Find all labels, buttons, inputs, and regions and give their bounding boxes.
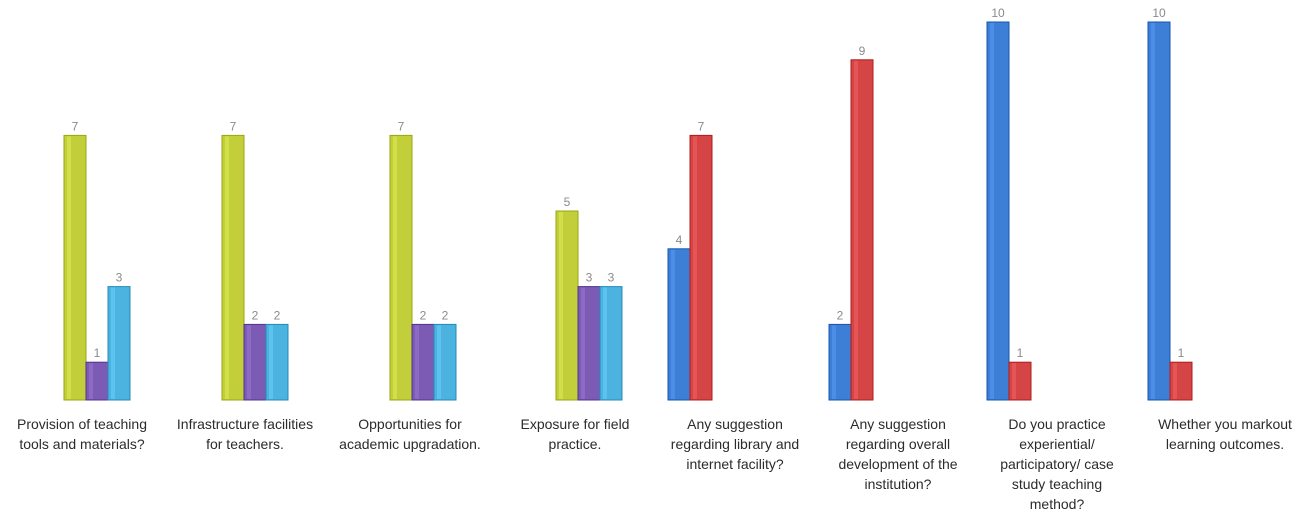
bar-highlight	[415, 325, 419, 399]
category-label: Exposure for field practice.	[495, 414, 655, 454]
bar-highlight	[225, 136, 229, 399]
category-label-line: regarding overall	[845, 436, 951, 452]
category-label: Whether you markout learning outcomes.	[1145, 414, 1301, 454]
bar-value-label: 4	[676, 233, 683, 247]
bar-highlight	[581, 287, 585, 399]
bar-value-label: 10	[991, 6, 1005, 20]
category-label-line: Do you practice	[1008, 416, 1106, 432]
category-label: Infrastructure facilities for teachers.	[165, 414, 325, 454]
bar-highlight	[111, 287, 115, 399]
bar	[986, 21, 1010, 401]
category-label-line: Infrastructure facilities	[176, 416, 314, 432]
category-label-line: Any suggestion	[687, 416, 783, 432]
bar-value-label: 3	[116, 271, 123, 285]
bar-highlight	[671, 249, 675, 399]
bar-value-label: 7	[698, 119, 705, 133]
bar-highlight	[1151, 23, 1155, 399]
bar-value-label: 7	[398, 119, 405, 133]
category-label: Any suggestion regarding library and inter…	[655, 414, 815, 474]
category-label: Opportunities for academic upgradation.	[330, 414, 490, 454]
bar-highlight	[437, 325, 441, 399]
bar-value-label: 5	[564, 195, 571, 209]
bar	[433, 323, 457, 401]
bar-highlight	[1173, 363, 1177, 399]
category-label-line: institution?	[864, 476, 932, 492]
bar-value-label: 9	[859, 44, 866, 58]
bar-highlight	[269, 325, 273, 399]
category-label-line: Any suggestion	[850, 416, 946, 432]
category-label-line: participatory/ case	[1000, 456, 1114, 472]
category-label-line: Provision of teaching	[17, 416, 147, 432]
bar-highlight	[603, 287, 607, 399]
bar	[63, 134, 87, 401]
category-label-line: for teachers.	[206, 436, 284, 452]
bar-value-label: 1	[1017, 346, 1024, 360]
bar	[107, 286, 131, 401]
bar	[1147, 21, 1171, 401]
category-label-line: Opportunities for	[358, 416, 462, 432]
bar-highlight	[693, 136, 697, 399]
category-label-line: method?	[1029, 496, 1085, 512]
bar-highlight	[990, 23, 994, 399]
category-label-line: development of the	[838, 456, 958, 472]
bar-value-label: 2	[252, 308, 259, 322]
bar	[265, 323, 289, 401]
bar-value-label: 1	[94, 346, 101, 360]
category-label-line: practice.	[548, 436, 602, 452]
bar-highlight	[89, 363, 93, 399]
bar-highlight	[1012, 363, 1016, 399]
category-label-line: regarding library and	[670, 436, 800, 452]
bar-value-label: 7	[72, 119, 79, 133]
bar	[389, 134, 413, 401]
bar-value-label: 1	[1178, 346, 1185, 360]
bar-highlight	[854, 60, 858, 400]
category-label-line: Whether you markout	[1158, 416, 1292, 432]
bar-value-label: 7	[230, 119, 237, 133]
bar	[221, 134, 245, 401]
bar-value-label: 2	[442, 308, 449, 322]
bar-highlight	[832, 325, 836, 399]
bar	[689, 134, 713, 401]
category-label-line: experiential/	[1019, 436, 1095, 452]
bar	[1008, 361, 1032, 401]
category-label: Provision of teaching tools and materials…	[2, 414, 162, 454]
bar-highlight	[393, 136, 397, 399]
bar-highlight	[67, 136, 71, 399]
category-label: Any suggestion regarding overall developme…	[818, 414, 978, 494]
bar-value-label: 3	[586, 271, 593, 285]
bar-value-label: 10	[1152, 6, 1166, 20]
category-label-line: Exposure for field	[520, 416, 630, 432]
category-label-line: study teaching	[1011, 476, 1103, 492]
category-label-line: internet facility?	[686, 456, 784, 472]
bar-value-label: 3	[608, 271, 615, 285]
bar	[850, 59, 874, 401]
bar-value-label: 2	[837, 308, 844, 322]
category-label-line: academic upgradation.	[339, 436, 481, 452]
bar-highlight	[559, 212, 563, 399]
bar	[1169, 361, 1193, 401]
bar-highlight	[247, 325, 251, 399]
category-label-line: learning outcomes.	[1165, 436, 1285, 452]
category-label-line: tools and materials?	[19, 436, 145, 452]
category-label: Do you practice experiential/participator…	[977, 414, 1137, 514]
bar	[599, 286, 623, 401]
bar-value-label: 2	[274, 308, 281, 322]
bar-value-label: 2	[420, 308, 427, 322]
